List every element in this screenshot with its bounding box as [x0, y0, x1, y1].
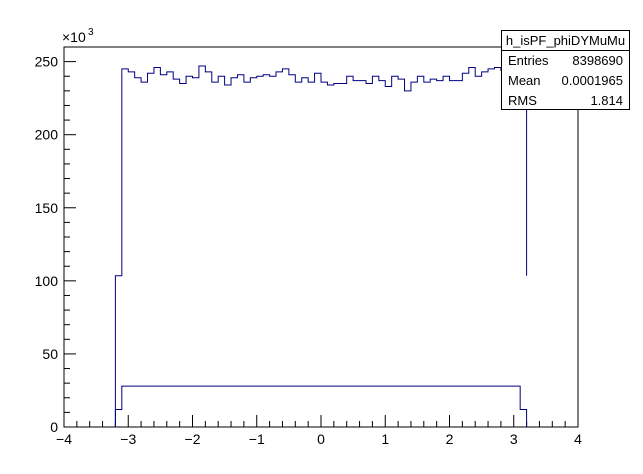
histogram-name: h_isPF_phiDYMuMu: [502, 31, 629, 51]
y-tick-label: 150: [35, 200, 59, 216]
x-tick-label: 1: [381, 431, 389, 447]
x-tick-label: −2: [185, 431, 201, 447]
stats-label-entries: Entries: [508, 53, 549, 68]
y-tick-label: 100: [35, 273, 59, 289]
y-tick-label: 200: [35, 127, 59, 143]
stats-row-mean: Mean 0.0001965: [502, 71, 629, 91]
stats-value-mean: 0.0001965: [561, 73, 623, 88]
y-multiplier-exponent: 3: [88, 27, 94, 38]
stats-row-rms: RMS 1.814: [502, 91, 629, 111]
stats-row-entries: Entries 8398690: [502, 51, 629, 71]
x-tick-label: 0: [317, 431, 325, 447]
stats-value-rms: 1.814: [590, 93, 623, 108]
x-tick-label: 2: [446, 431, 454, 447]
x-tick-label: 3: [510, 431, 518, 447]
histogram-series-1: [114, 65, 528, 427]
x-tick-label: 4: [574, 431, 582, 447]
stats-label-rms: RMS: [508, 93, 537, 108]
x-tick-label: −4: [56, 431, 72, 447]
stats-label-mean: Mean: [508, 73, 541, 88]
x-tick-label: −1: [249, 431, 265, 447]
y-tick-label: 250: [35, 54, 59, 70]
y-tick-label: 0: [50, 419, 58, 435]
stats-box: h_isPF_phiDYMuMu Entries 8398690 Mean 0.…: [501, 30, 630, 110]
stats-value-entries: 8398690: [572, 53, 623, 68]
histogram-series-2: [114, 385, 528, 427]
y-multiplier-label: ×10: [62, 29, 86, 45]
y-tick-label: 50: [42, 346, 58, 362]
x-tick-label: −3: [120, 431, 136, 447]
